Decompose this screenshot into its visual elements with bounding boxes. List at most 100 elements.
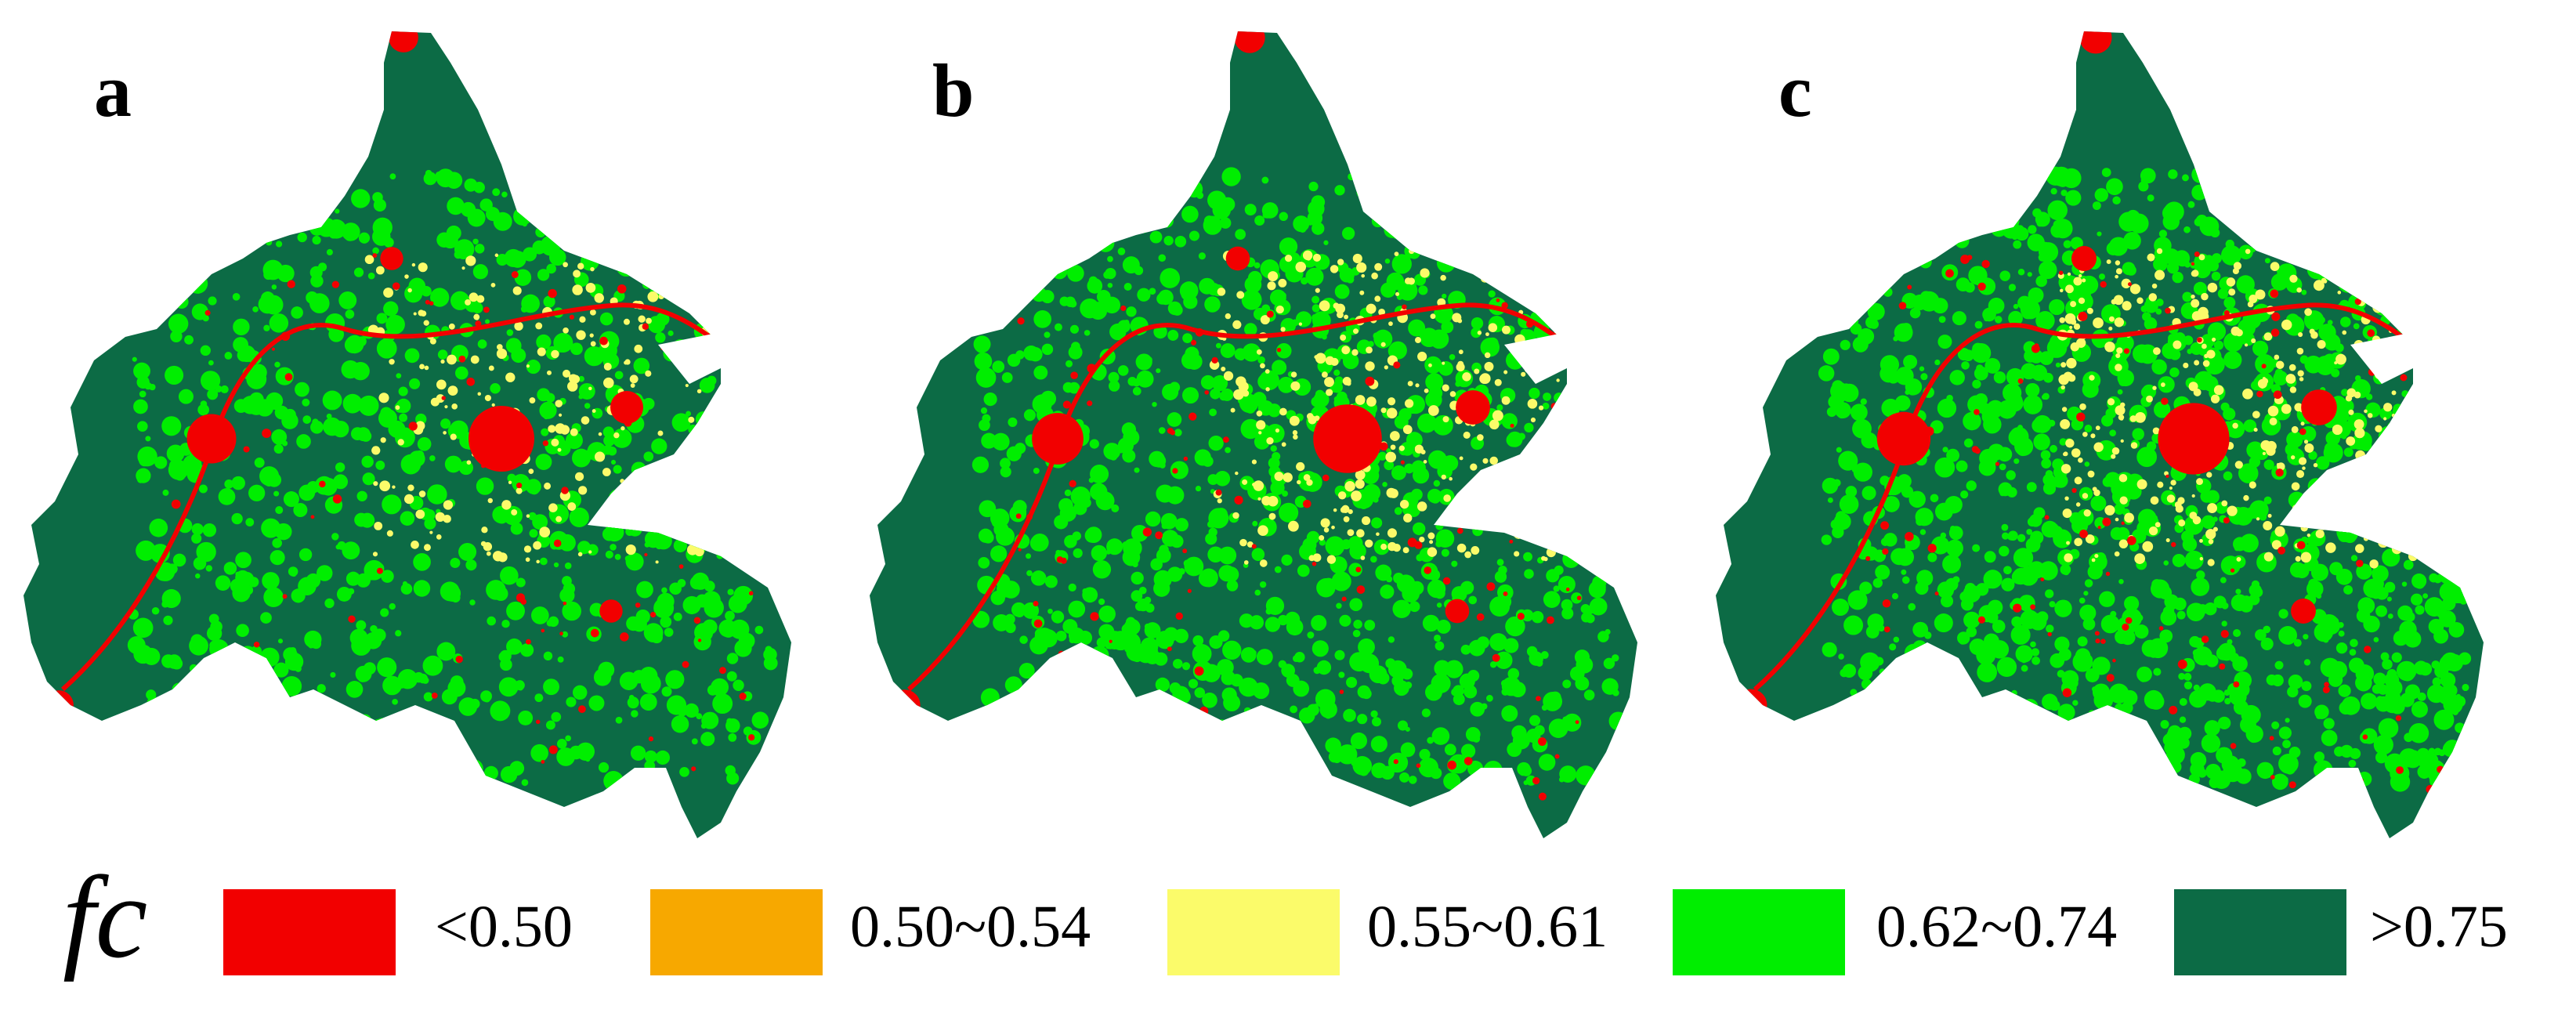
fc-cell [1841, 301, 1848, 308]
fc-cell [701, 711, 719, 729]
fc-cell [1202, 455, 1214, 467]
fc-cell [202, 314, 209, 322]
urban-area [1234, 31, 1265, 53]
fc-cell [2312, 263, 2318, 269]
fc-cell [2151, 283, 2158, 289]
fc-cell [2270, 273, 2288, 291]
fc-cell [374, 521, 383, 530]
fc-cell [1001, 372, 1013, 383]
fc-cell [2060, 385, 2065, 390]
fc-cell [2087, 564, 2103, 580]
fc-cell [638, 315, 646, 323]
fc-cell [2404, 476, 2421, 493]
fc-cell [1391, 254, 1412, 274]
fc-cell [1586, 613, 1595, 624]
fc-cell [227, 664, 243, 679]
fc-cell [1163, 730, 1168, 736]
fc-cell [1256, 349, 1262, 355]
fc-cell [322, 390, 342, 411]
fc-cell [1018, 746, 1028, 756]
fc-cell [1574, 649, 1590, 665]
fc-cell [1509, 539, 1514, 544]
fc-cell [1427, 488, 1442, 504]
fc-cell [2462, 235, 2471, 244]
fc-cell [1489, 419, 1500, 430]
fc-cell [1912, 294, 1928, 310]
fc-cell [302, 415, 312, 424]
fc-cell [1475, 183, 1485, 193]
fc-cell [441, 396, 446, 400]
fc-cell [2031, 418, 2046, 433]
fc-cell [1015, 350, 1025, 360]
fc-cell [2158, 626, 2164, 631]
fc-cell [725, 610, 735, 621]
fc-cell [2373, 637, 2379, 642]
fc-cell [1551, 240, 1568, 257]
fc-cell [1402, 191, 1418, 207]
fc-cell [2106, 259, 2111, 265]
fc-cell [2248, 594, 2260, 606]
fc-cell [169, 459, 182, 472]
fc-cell [2099, 273, 2105, 280]
fc-cell [2233, 681, 2240, 688]
fc-cell [2064, 553, 2073, 563]
fc-cell [1023, 345, 1039, 361]
fc-cell [1178, 568, 1185, 575]
fc-cell [167, 563, 178, 574]
fc-cell [2317, 317, 2325, 324]
fc-cell [2191, 577, 2210, 596]
fc-cell [209, 666, 229, 685]
fc-cell [661, 587, 668, 594]
fc-cell [1945, 269, 1954, 278]
fc-cell [423, 544, 431, 552]
fc-cell [1274, 472, 1284, 481]
fc-cell [2306, 581, 2324, 598]
fc-cell [1845, 185, 1856, 197]
fc-cell [2295, 555, 2301, 562]
fc-cell [2256, 762, 2274, 780]
fc-cell [1442, 416, 1449, 423]
fc-cell [2221, 244, 2241, 266]
fc-cell [1141, 791, 1150, 800]
fc-cell [1901, 576, 1910, 584]
fc-cell [598, 762, 610, 773]
fc-cell [2115, 405, 2126, 416]
fc-cell [1838, 450, 1858, 471]
fc-cell [2111, 447, 2120, 455]
fc-cell [1427, 532, 1435, 540]
fc-cell [2426, 194, 2437, 204]
fc-cell [2146, 395, 2153, 403]
fc-cell [2129, 415, 2137, 422]
fc-cell [2270, 775, 2275, 780]
fc-cell [1397, 720, 1409, 731]
fc-cell [2129, 213, 2149, 233]
fc-cell [1198, 570, 1216, 588]
fc-cell [1883, 241, 1898, 255]
fc-cell [1138, 586, 1147, 595]
fc-cell [271, 347, 276, 351]
fc-cell [1259, 370, 1279, 391]
fc-cell [2234, 544, 2241, 552]
fc-cell [1070, 197, 1078, 205]
fc-cell [1561, 535, 1576, 551]
fc-cell [557, 656, 564, 663]
fc-cell [1538, 754, 1556, 771]
fc-cell [450, 557, 461, 568]
fc-cell [1199, 707, 1209, 716]
fc-cell [2271, 721, 2280, 729]
fc-cell [1347, 529, 1355, 537]
fc-cell [526, 514, 530, 518]
fc-cell [1341, 226, 1355, 241]
fc-cell [2099, 591, 2115, 607]
fc-cell [2095, 425, 2100, 431]
fc-cell [2439, 311, 2445, 317]
fc-cell [2067, 272, 2071, 277]
fc-cell [1863, 264, 1876, 277]
fc-cell [2221, 620, 2227, 627]
fc-cell [455, 655, 463, 664]
fc-cell [1070, 371, 1078, 380]
fc-cell [2153, 256, 2168, 272]
fc-cell [1395, 222, 1406, 232]
fc-cell [2013, 548, 2034, 568]
fc-cell [2346, 388, 2357, 398]
